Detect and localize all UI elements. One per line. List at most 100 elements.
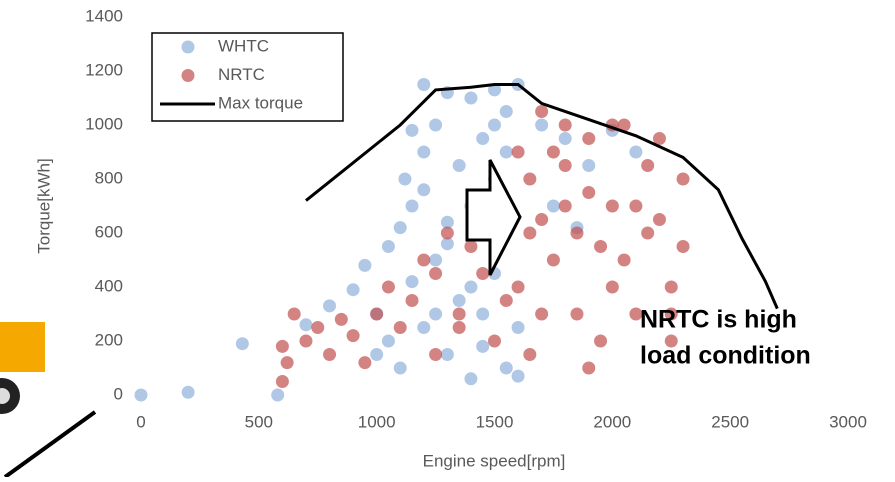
y-tick-label: 1200 bbox=[85, 60, 123, 79]
data-point bbox=[594, 240, 608, 253]
x-tick-label: 2000 bbox=[593, 412, 631, 431]
y-tick-label: 0 bbox=[114, 384, 123, 403]
data-point bbox=[323, 299, 337, 313]
legend-swatch bbox=[181, 69, 195, 82]
data-point bbox=[440, 237, 454, 251]
data-point bbox=[358, 258, 372, 272]
line bbox=[305, 83, 779, 310]
data-point bbox=[280, 356, 294, 370]
data-point bbox=[405, 294, 419, 307]
data-point bbox=[652, 132, 666, 145]
y-tick-label: 400 bbox=[95, 276, 123, 295]
data-point bbox=[511, 321, 525, 334]
data-point bbox=[476, 307, 490, 321]
data-point bbox=[440, 226, 454, 240]
data-point bbox=[429, 253, 443, 267]
data-point bbox=[558, 199, 572, 213]
data-point bbox=[405, 199, 419, 213]
data-point bbox=[134, 388, 148, 402]
x-tick-label: 1500 bbox=[476, 412, 514, 431]
legend-label: NRTC bbox=[218, 65, 265, 84]
data-point bbox=[582, 186, 596, 199]
data-point bbox=[511, 369, 525, 383]
data-point bbox=[452, 159, 466, 172]
data-point bbox=[464, 372, 478, 386]
data-point bbox=[535, 118, 549, 132]
data-point bbox=[452, 321, 466, 334]
data-point bbox=[417, 145, 431, 159]
data-point bbox=[429, 348, 443, 361]
data-point bbox=[546, 145, 560, 159]
x-tick-label: 2500 bbox=[711, 412, 749, 431]
data-point bbox=[334, 312, 348, 326]
data-point bbox=[535, 307, 549, 321]
data-point bbox=[664, 307, 678, 321]
annotation: load condition bbox=[640, 342, 811, 370]
data-point bbox=[641, 226, 655, 240]
y-tick-label: 1000 bbox=[85, 114, 123, 133]
data-point bbox=[641, 159, 655, 172]
data-point bbox=[617, 253, 631, 267]
data-point bbox=[275, 339, 289, 353]
data-point bbox=[535, 105, 549, 118]
legend-label: Max torque bbox=[218, 93, 303, 112]
data-point bbox=[393, 321, 407, 334]
decoration bbox=[0, 388, 10, 404]
data-point bbox=[417, 78, 431, 91]
data-point bbox=[594, 334, 608, 348]
data-point bbox=[570, 226, 584, 240]
y-tick-label: 200 bbox=[95, 330, 123, 349]
data-point bbox=[558, 118, 572, 132]
annotation: NRTC is high bbox=[640, 306, 797, 334]
data-point bbox=[381, 240, 395, 253]
data-point bbox=[429, 307, 443, 321]
data-point bbox=[511, 145, 525, 159]
data-point bbox=[440, 348, 454, 361]
data-point bbox=[652, 213, 666, 226]
data-point bbox=[629, 199, 643, 213]
y-tick-label: 1400 bbox=[85, 6, 123, 25]
data-point bbox=[546, 253, 560, 267]
data-point bbox=[664, 334, 678, 348]
data-point bbox=[405, 123, 419, 137]
x-tick-label: 3000 bbox=[829, 412, 867, 431]
data-point bbox=[488, 334, 501, 348]
data-point bbox=[429, 118, 443, 132]
data-point bbox=[346, 329, 360, 343]
data-point bbox=[664, 280, 678, 294]
data-point bbox=[287, 307, 301, 321]
data-point bbox=[393, 361, 407, 375]
data-point bbox=[617, 118, 631, 132]
data-point bbox=[271, 388, 285, 402]
x-tick-label: 1000 bbox=[358, 412, 396, 431]
data-point bbox=[499, 294, 513, 307]
data-point bbox=[452, 307, 466, 321]
y-tick-label: 600 bbox=[95, 222, 123, 241]
legend: WHTC NRTC Max torque bbox=[151, 32, 344, 122]
data-point bbox=[311, 321, 325, 334]
data-point bbox=[476, 339, 490, 353]
data-point bbox=[370, 348, 384, 361]
arrow bbox=[465, 159, 522, 276]
data-point bbox=[417, 321, 431, 334]
data-point bbox=[535, 213, 549, 226]
data-point bbox=[605, 199, 619, 213]
data-point bbox=[440, 215, 454, 229]
data-point bbox=[582, 132, 596, 145]
data-point bbox=[488, 118, 501, 132]
data-point bbox=[464, 91, 478, 105]
data-point bbox=[558, 159, 572, 172]
x-tick-label: 500 bbox=[245, 412, 273, 431]
decoration bbox=[0, 322, 45, 372]
data-point bbox=[417, 183, 431, 197]
data-point bbox=[523, 226, 537, 240]
data-point bbox=[676, 172, 690, 186]
data-point bbox=[429, 267, 443, 280]
data-point bbox=[381, 334, 395, 348]
data-point bbox=[629, 307, 643, 321]
x-tick-label: 0 bbox=[136, 412, 145, 431]
data-point bbox=[452, 294, 466, 307]
data-point bbox=[346, 283, 360, 297]
data-point bbox=[275, 375, 289, 388]
